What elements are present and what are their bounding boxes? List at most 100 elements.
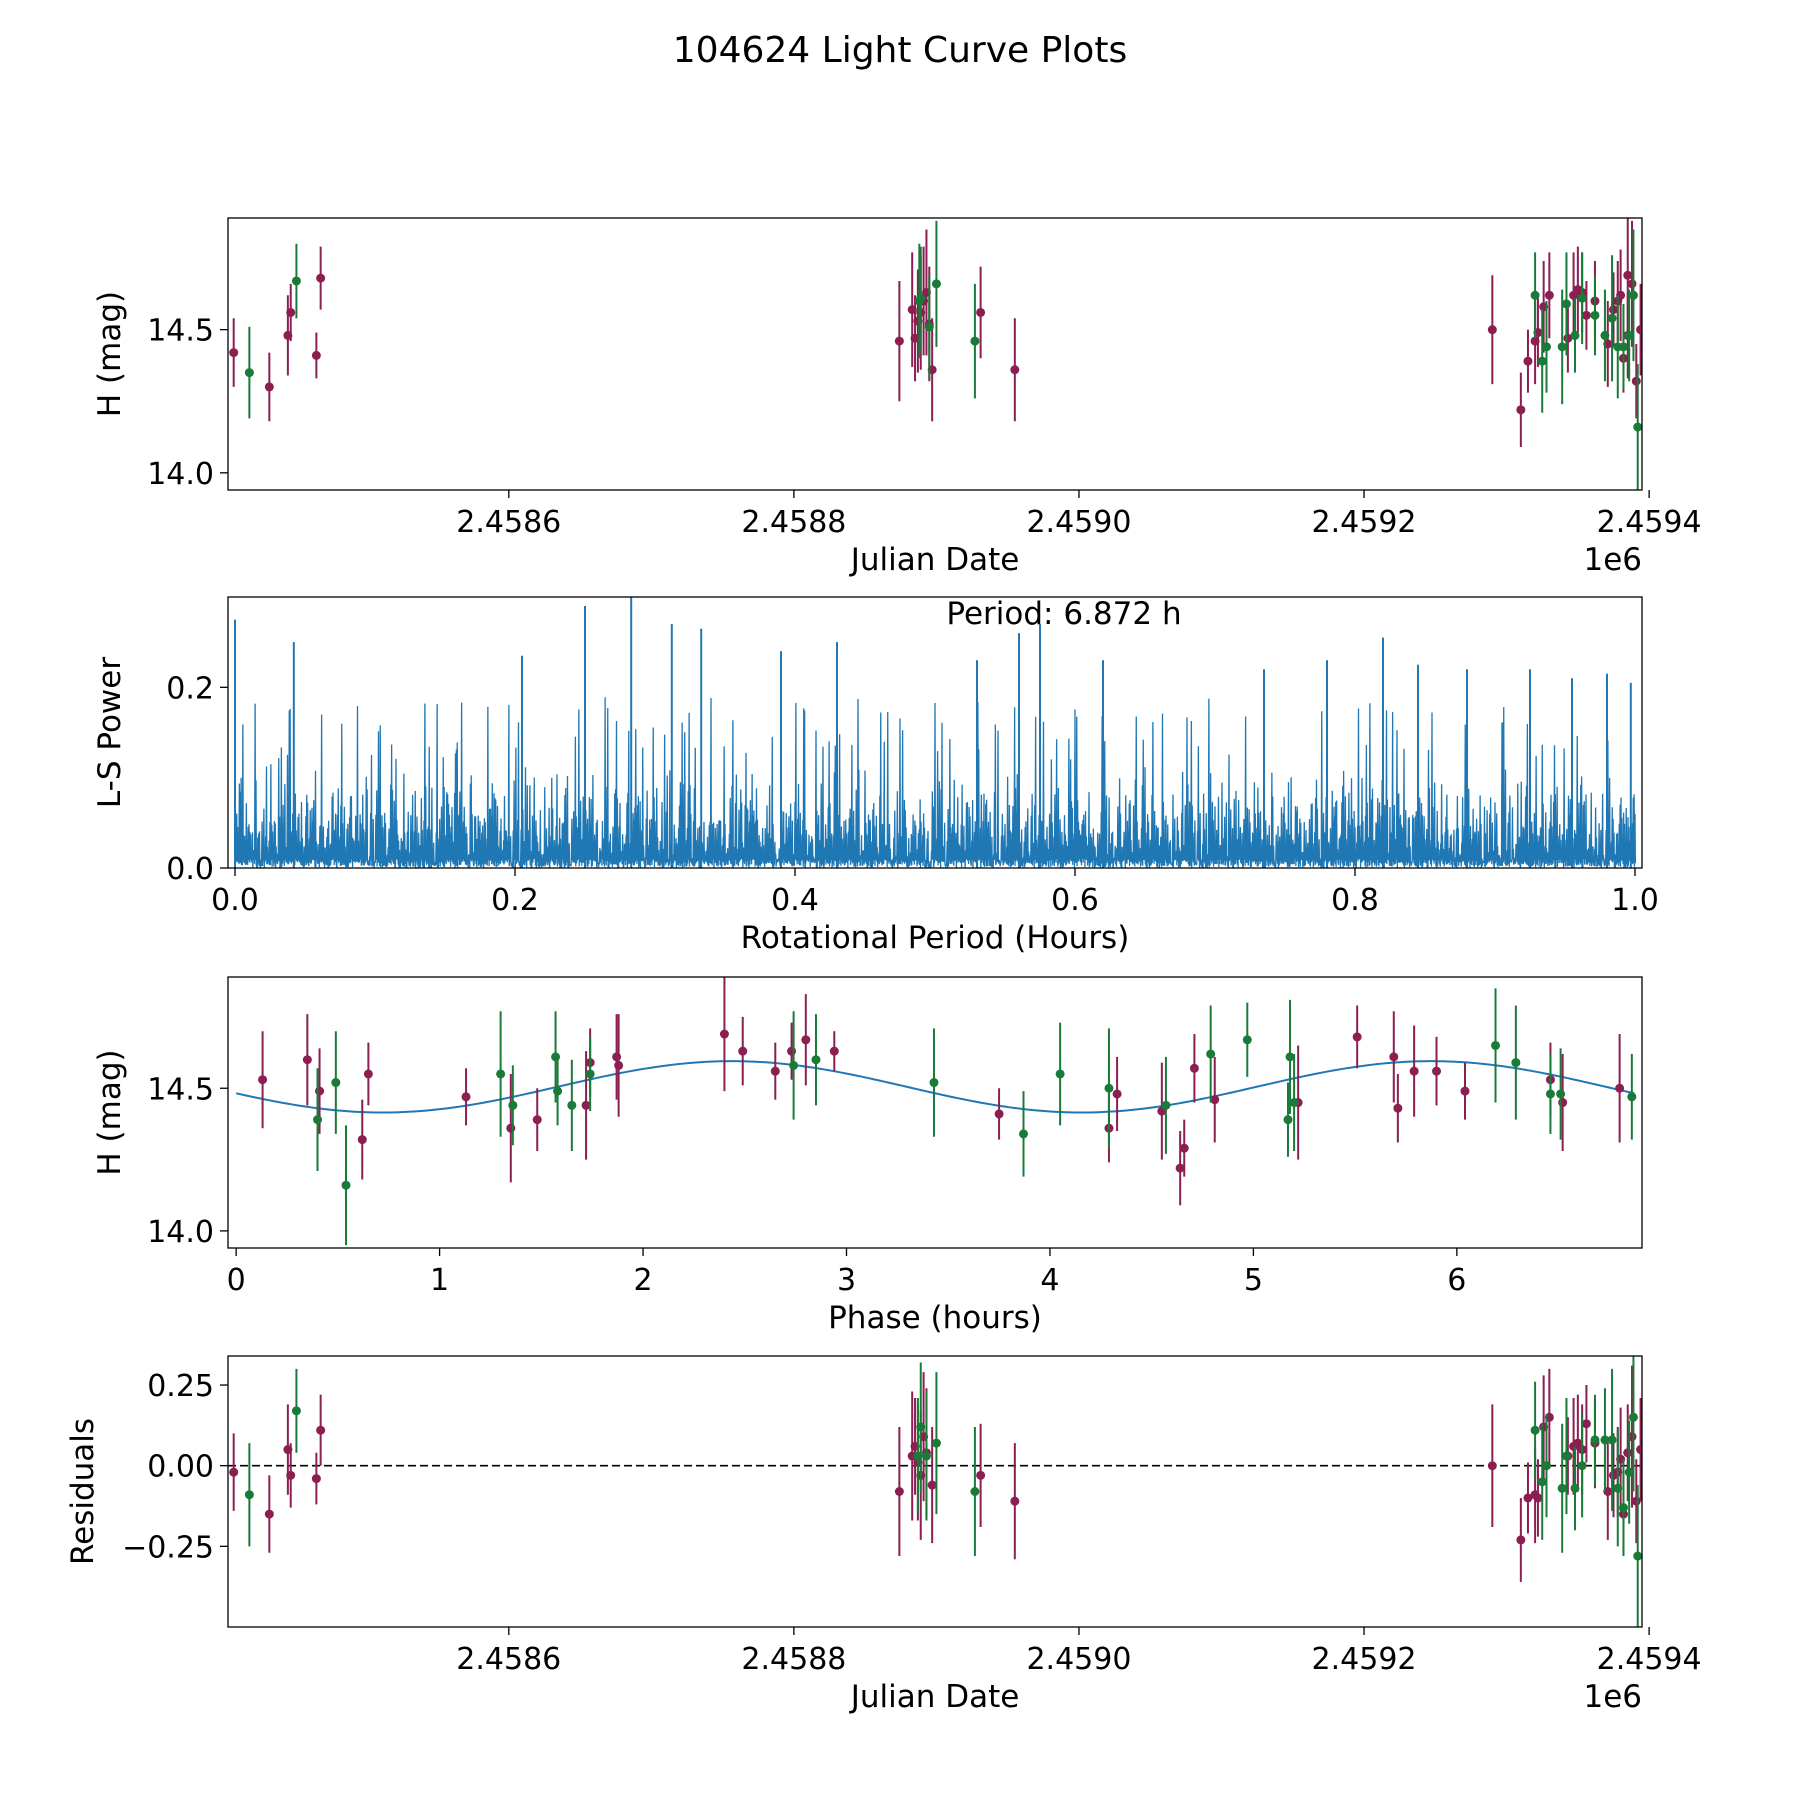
marker (1283, 1115, 1293, 1125)
marker (286, 307, 296, 317)
data-point-red (1179, 1119, 1189, 1177)
x-tick-label: 2.4586 (456, 1642, 561, 1677)
marker (286, 1470, 296, 1480)
data-point-green (1561, 252, 1571, 356)
marker (931, 1438, 941, 1448)
marker (1210, 1095, 1220, 1105)
y-tick-label: 14.0 (147, 457, 214, 492)
marker (1561, 299, 1571, 309)
marker (916, 1422, 926, 1432)
data-point-green (1104, 1028, 1114, 1149)
data-point-green (1577, 252, 1587, 344)
data-point-green (1019, 1091, 1029, 1177)
marker (921, 1451, 931, 1461)
marker (1600, 1435, 1610, 1445)
marker (1285, 1052, 1295, 1062)
data-point-red (1175, 1131, 1185, 1206)
data-point-green (1242, 1002, 1252, 1077)
marker (311, 350, 321, 360)
marker (1627, 279, 1637, 289)
marker (1393, 1103, 1403, 1113)
marker (1557, 342, 1567, 352)
x-tick-label: 3 (837, 1263, 856, 1298)
data-point-red (1558, 1054, 1568, 1152)
marker (496, 1069, 506, 1079)
marker (1409, 1066, 1419, 1076)
marker (311, 1474, 321, 1484)
data-point-green (921, 1391, 931, 1521)
marker (1352, 1032, 1362, 1042)
marker (801, 1035, 811, 1045)
x-tick-label: 0 (227, 1263, 246, 1298)
data-point-red (1623, 218, 1633, 336)
data-point-green (1577, 1414, 1587, 1518)
data-point-red (316, 246, 326, 310)
data-point-green (1628, 229, 1638, 362)
marker (1631, 376, 1641, 386)
data-point-red (1533, 1459, 1543, 1537)
x-tick-label: 0.2 (491, 883, 539, 918)
data-point-red (1516, 1497, 1526, 1582)
marker (264, 1509, 274, 1519)
data-point-green (244, 1443, 254, 1547)
marker (1628, 290, 1638, 300)
data-point-green (811, 1014, 821, 1106)
data-point-red (1608, 272, 1618, 347)
marker (1104, 1083, 1114, 1093)
marker (1516, 1535, 1526, 1545)
marker (1019, 1129, 1029, 1139)
data-point-red (1487, 275, 1497, 385)
marker (614, 1060, 624, 1070)
x-tick-label: 4 (1040, 1263, 1059, 1298)
y-axis-label: H (mag) (92, 291, 128, 417)
marker (553, 1086, 563, 1096)
marker (1636, 325, 1642, 335)
x-tick-label: 2.4592 (1312, 1642, 1417, 1677)
x-tick-label: 0.8 (1331, 883, 1379, 918)
marker (612, 1052, 622, 1062)
data-point-red (1636, 283, 1642, 376)
data-point-green (1511, 1005, 1521, 1120)
marker (331, 1078, 341, 1088)
data-point-red (738, 1016, 748, 1086)
data-point-green (1541, 1414, 1551, 1518)
marker (1055, 1069, 1065, 1079)
data-point-red (363, 1042, 373, 1106)
data-point-green (1607, 1368, 1617, 1511)
x-tick-label: 2 (633, 1263, 652, 1298)
data-point-red (286, 1443, 296, 1508)
data-point-red (1010, 1443, 1020, 1560)
data-point-red (1615, 1034, 1625, 1143)
data-point-green (1556, 1048, 1566, 1140)
marker (1615, 1083, 1625, 1093)
x-tick-label: 2.4586 (456, 505, 561, 540)
marker (1570, 330, 1580, 340)
marker (532, 1115, 542, 1125)
marker (461, 1092, 471, 1102)
marker (1623, 1448, 1633, 1458)
marker (1624, 1467, 1634, 1477)
data-point-red (787, 1022, 797, 1080)
data-point-green (553, 1056, 563, 1126)
data-point-green (341, 1125, 351, 1246)
x-axis-label: Julian Date (849, 1679, 1020, 1715)
data-point-red (614, 1014, 624, 1117)
data-point-red (1409, 1025, 1419, 1117)
marker (1010, 1496, 1020, 1506)
marker (1577, 1461, 1587, 1471)
marker (567, 1100, 577, 1110)
data-point-green (1561, 1397, 1571, 1515)
marker (357, 1135, 367, 1145)
x-axis-label: Julian Date (849, 542, 1020, 578)
x-axis-label: Phase (hours) (828, 1300, 1042, 1336)
marker (316, 1425, 326, 1435)
period-annotation: Period: 6.872 h (946, 596, 1181, 632)
marker (829, 1046, 839, 1056)
data-point-red (719, 977, 729, 1092)
data-point-green (1570, 1446, 1580, 1531)
data-point-green (1590, 1394, 1600, 1486)
phase-data (235, 977, 1637, 1246)
data-point-red (1581, 1385, 1591, 1463)
data-point-green (970, 283, 980, 399)
data-point-red (1352, 1005, 1362, 1069)
